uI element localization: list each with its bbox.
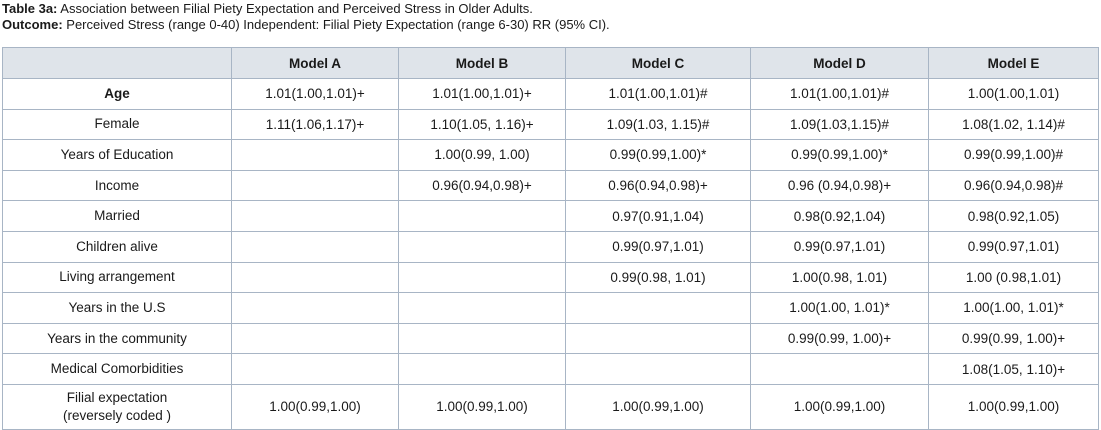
table-row: Female 1.11(1.06,1.17)+ 1.10(1.05, 1.16)… <box>2 108 1099 141</box>
row-label-living-arrangement: Living arrangement <box>2 261 232 294</box>
table-row: Filial expectation (reversely coded ) 1.… <box>2 383 1099 430</box>
table-cell: 0.99(0.99,1.00)* <box>750 139 929 171</box>
table-cell <box>231 261 399 294</box>
row-label-years-in-community: Years in the community <box>2 322 232 355</box>
table-cell: 1.10(1.05, 1.16)+ <box>398 108 566 141</box>
table-cell: 1.00(0.99,1.00) <box>231 383 399 430</box>
outcome-description: Perceived Stress (range 0-40) Independen… <box>62 17 610 32</box>
table-cell: 1.01(1.00,1.01)+ <box>398 78 566 110</box>
header-model-b: Model B <box>398 47 566 79</box>
table-cell: 1.09(1.03,1.15)# <box>750 108 929 141</box>
table-cell: 0.98(0.92,1.04) <box>750 200 929 232</box>
header-row: Model A Model B Model C Model D Model E <box>2 47 1099 79</box>
header-model-c: Model C <box>565 47 751 79</box>
row-label-married: Married <box>2 200 232 232</box>
table-cell <box>231 200 399 232</box>
table-cell: 0.97(0.91,1.04) <box>565 200 751 232</box>
table-caption: Table 3a: Association between Filial Pie… <box>0 0 1101 33</box>
table-row: Years in the community 0.99(0.99, 1.00)+… <box>2 322 1099 355</box>
table-cell <box>398 353 566 385</box>
table-cell <box>398 292 566 324</box>
table-cell <box>231 139 399 171</box>
results-table: Model A Model B Model C Model D Model E … <box>2 47 1099 430</box>
table-cell: 0.99(0.99,1.00)# <box>928 139 1099 171</box>
table-header: Model A Model B Model C Model D Model E <box>2 47 1099 79</box>
table-cell <box>231 292 399 324</box>
row-label-years-of-education: Years of Education <box>2 139 232 171</box>
header-model-d: Model D <box>750 47 929 79</box>
table-row: Medical Comorbidities 1.08(1.05, 1.10)+ <box>2 353 1099 385</box>
header-model-e: Model E <box>928 47 1099 79</box>
table-cell: 0.96(0.94,0.98)+ <box>398 169 566 202</box>
table-cell <box>398 200 566 232</box>
row-label-filial-expectation: Filial expectation (reversely coded ) <box>2 383 232 430</box>
table-cell: 0.96 (0.94,0.98)+ <box>750 169 929 202</box>
table-cell: 1.08(1.05, 1.10)+ <box>928 353 1099 385</box>
table-cell: 1.01(1.00,1.01)# <box>565 78 751 110</box>
table-cell <box>565 353 751 385</box>
table-row: Years in the U.S 1.00(1.00, 1.01)* 1.00(… <box>2 292 1099 324</box>
header-cell-blank <box>2 47 232 79</box>
table-cell: 1.09(1.03, 1.15)# <box>565 108 751 141</box>
table-cell: 0.99(0.97,1.01) <box>750 230 929 263</box>
caption-title: Association between Filial Piety Expecta… <box>57 1 533 16</box>
table-cell <box>565 292 751 324</box>
table-cell <box>565 322 751 355</box>
table-cell: 0.98(0.92,1.05) <box>928 200 1099 232</box>
table-cell <box>398 230 566 263</box>
table-cell: 0.99(0.99, 1.00)+ <box>928 322 1099 355</box>
header-model-a: Model A <box>231 47 399 79</box>
table-cell: 1.00(0.99,1.00) <box>565 383 751 430</box>
table-row: Income 0.96(0.94,0.98)+ 0.96(0.94,0.98)+… <box>2 169 1099 202</box>
table-cell <box>231 353 399 385</box>
table-cell: 1.01(1.00,1.01)# <box>750 78 929 110</box>
table-row: Living arrangement 0.99(0.98, 1.01) 1.00… <box>2 261 1099 294</box>
table-cell <box>398 261 566 294</box>
table-cell: 0.96(0.94,0.98)# <box>928 169 1099 202</box>
table-cell: 0.96(0.94,0.98)+ <box>565 169 751 202</box>
table-cell <box>398 322 566 355</box>
table-cell: 1.00(1.00,1.01) <box>928 78 1099 110</box>
table-cell: 1.00(0.99,1.00) <box>398 383 566 430</box>
table-cell: 1.00(0.98, 1.01) <box>750 261 929 294</box>
table-cell: 1.00(0.99,1.00) <box>750 383 929 430</box>
table-cell: 1.00(0.99, 1.00) <box>398 139 566 171</box>
row-label-income: Income <box>2 169 232 202</box>
table-row: Age 1.01(1.00,1.01)+ 1.01(1.00,1.01)+ 1.… <box>2 78 1099 110</box>
row-label-age: Age <box>2 78 232 110</box>
table-cell: 1.08(1.02, 1.14)# <box>928 108 1099 141</box>
row-label-line-1: Filial expectation <box>66 389 168 405</box>
row-label-medical-comorbidities: Medical Comorbidities <box>2 353 232 385</box>
table-cell: 0.99(0.99,1.00)* <box>565 139 751 171</box>
table-body: Age 1.01(1.00,1.01)+ 1.01(1.00,1.01)+ 1.… <box>2 78 1099 430</box>
row-label-children-alive: Children alive <box>2 230 232 263</box>
table-cell <box>231 230 399 263</box>
outcome-label: Outcome: <box>2 17 63 32</box>
table-cell <box>231 169 399 202</box>
caption-label: Table 3a: <box>2 1 58 16</box>
row-label-female: Female <box>2 108 232 141</box>
row-label-line-2: (reversely coded ) <box>62 407 172 423</box>
table-cell: 1.01(1.00,1.01)+ <box>231 78 399 110</box>
table-cell <box>750 353 929 385</box>
table-cell <box>231 322 399 355</box>
table-cell: 0.99(0.98, 1.01) <box>565 261 751 294</box>
table-cell: 1.00(0.99,1.00) <box>928 383 1099 430</box>
table-cell: 1.00(1.00, 1.01)* <box>750 292 929 324</box>
table-row: Married 0.97(0.91,1.04) 0.98(0.92,1.04) … <box>2 200 1099 232</box>
table-cell: 1.00(1.00, 1.01)* <box>928 292 1099 324</box>
table-cell: 1.11(1.06,1.17)+ <box>231 108 399 141</box>
table-cell: 0.99(0.97,1.01) <box>928 230 1099 263</box>
table-row: Children alive 0.99(0.97,1.01) 0.99(0.97… <box>2 230 1099 263</box>
table-cell: 1.00 (0.98,1.01) <box>928 261 1099 294</box>
table-cell: 0.99(0.99, 1.00)+ <box>750 322 929 355</box>
row-label-years-in-us: Years in the U.S <box>2 292 232 324</box>
table-row: Years of Education 1.00(0.99, 1.00) 0.99… <box>2 139 1099 171</box>
table-cell: 0.99(0.97,1.01) <box>565 230 751 263</box>
caption-line-2: Outcome: Perceived Stress (range 0-40) I… <box>2 17 1101 33</box>
caption-line-1: Table 3a: Association between Filial Pie… <box>2 1 1101 17</box>
